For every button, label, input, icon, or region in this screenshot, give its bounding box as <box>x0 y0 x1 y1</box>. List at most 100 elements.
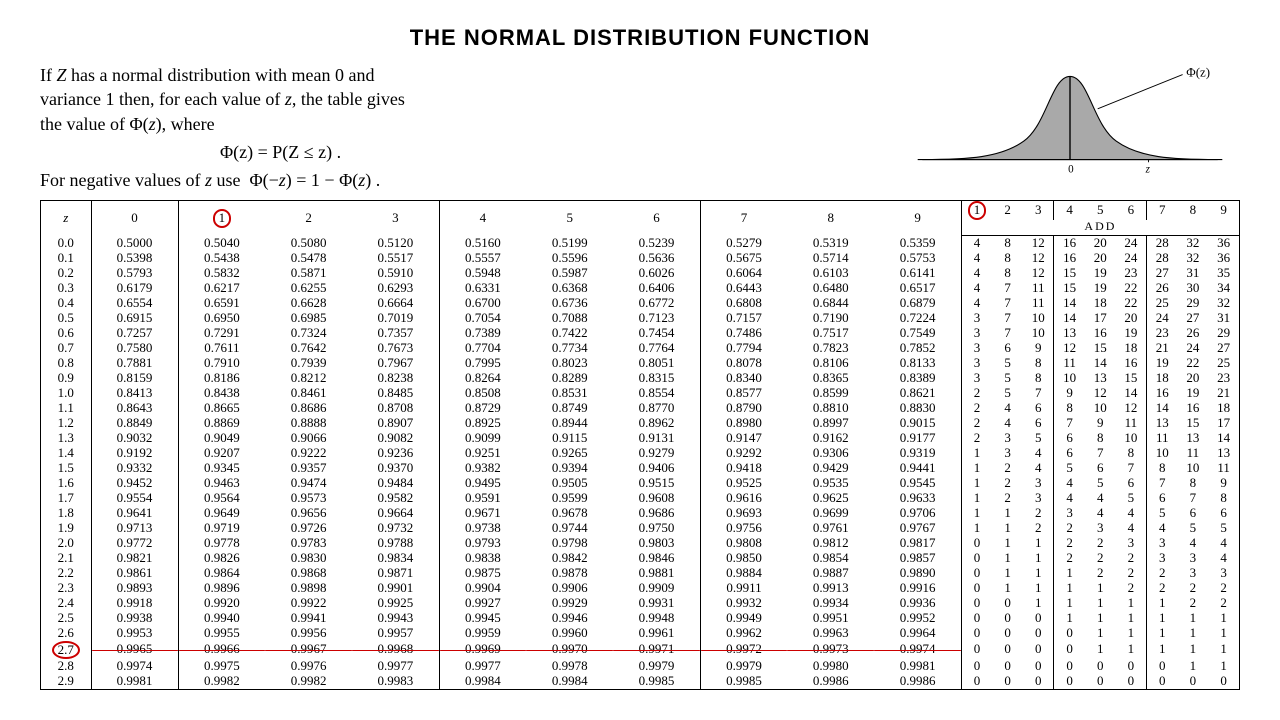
add-cell: 17 <box>1208 416 1239 431</box>
val-cell: 0.9981 <box>874 659 961 674</box>
table-row: 2.90.99810.99820.99820.99830.99840.99840… <box>41 674 1240 690</box>
val-cell: 0.9961 <box>613 626 700 641</box>
val-cell: 0.8238 <box>352 371 439 386</box>
add-cell: 5 <box>1085 476 1116 491</box>
add-cell: 3 <box>992 446 1023 461</box>
val-cell: 0.9082 <box>352 431 439 446</box>
add-cell: 2 <box>1023 521 1054 536</box>
add-cell: 10 <box>1023 326 1054 341</box>
add-cell: 0 <box>961 551 992 566</box>
val-cell: 0.8264 <box>439 371 526 386</box>
val-cell: 0.9890 <box>874 566 961 581</box>
add-cell: 0 <box>992 626 1023 641</box>
val-cell: 0.9649 <box>178 506 265 521</box>
table-row: 2.80.99740.99750.99760.99770.99770.99780… <box>41 659 1240 674</box>
add-cell: 13 <box>1085 371 1116 386</box>
add-cell: 8 <box>1116 446 1147 461</box>
val-cell: 0.9931 <box>613 596 700 611</box>
val-cell: 0.8770 <box>613 401 700 416</box>
val-cell: 0.9943 <box>352 611 439 626</box>
add-cell: 1 <box>961 491 992 506</box>
intro-line2: For negative values of z use Φ(−z) = 1 −… <box>40 168 860 192</box>
add-cell: 8 <box>1054 401 1085 416</box>
val-cell: 0.9953 <box>91 626 178 641</box>
z-cell: 1.9 <box>41 521 92 536</box>
val-cell: 0.8461 <box>265 386 352 401</box>
val-cell: 0.9956 <box>265 626 352 641</box>
add-cell: 1 <box>1085 641 1116 659</box>
add-cell: 0 <box>1177 674 1208 690</box>
val-cell: 0.9982 <box>178 674 265 690</box>
val-cell: 0.6443 <box>700 281 787 296</box>
add-cell: 1 <box>1208 659 1239 674</box>
val-cell: 0.9884 <box>700 566 787 581</box>
col-add-8: 8 <box>1177 201 1208 220</box>
add-cell: 6 <box>1054 446 1085 461</box>
val-cell: 0.7794 <box>700 341 787 356</box>
val-cell: 0.9985 <box>613 674 700 690</box>
val-cell: 0.6844 <box>787 296 874 311</box>
add-cell: 10 <box>1147 446 1178 461</box>
val-cell: 0.9936 <box>874 596 961 611</box>
add-cell: 20 <box>1085 251 1116 266</box>
val-cell: 0.9625 <box>787 491 874 506</box>
val-cell: 0.9656 <box>265 506 352 521</box>
add-cell: 1 <box>992 581 1023 596</box>
z-cell: 1.2 <box>41 416 92 431</box>
val-cell: 0.9115 <box>526 431 613 446</box>
val-cell: 0.9920 <box>178 596 265 611</box>
z-cell: 0.0 <box>41 235 92 251</box>
val-cell: 0.6772 <box>613 296 700 311</box>
col-add-3: 3 <box>1023 201 1054 220</box>
add-cell: 10 <box>1085 401 1116 416</box>
add-cell: 5 <box>992 356 1023 371</box>
add-cell: 5 <box>1054 461 1085 476</box>
add-cell: 1 <box>1208 611 1239 626</box>
table-row: 1.40.91920.92070.92220.92360.92510.92650… <box>41 446 1240 461</box>
add-cell: 3 <box>961 311 992 326</box>
z-cell: 0.5 <box>41 311 92 326</box>
add-cell: 6 <box>1208 506 1239 521</box>
add-cell: 16 <box>1116 356 1147 371</box>
val-cell: 0.9940 <box>178 611 265 626</box>
add-cell: 20 <box>1116 311 1147 326</box>
val-cell: 0.8665 <box>178 401 265 416</box>
val-cell: 0.5040 <box>178 235 265 251</box>
val-cell: 0.5279 <box>700 235 787 251</box>
val-cell: 0.9279 <box>613 446 700 461</box>
add-cell: 3 <box>1177 551 1208 566</box>
add-cell: 12 <box>1023 266 1054 281</box>
val-cell: 0.9099 <box>439 431 526 446</box>
val-cell: 0.9441 <box>874 461 961 476</box>
val-cell: 0.8531 <box>526 386 613 401</box>
table-row: 0.30.61790.62170.62550.62930.63310.63680… <box>41 281 1240 296</box>
add-cell: 1 <box>1085 581 1116 596</box>
add-cell: 1 <box>1208 626 1239 641</box>
val-cell: 0.9345 <box>178 461 265 476</box>
val-cell: 0.7611 <box>178 341 265 356</box>
table-row: 0.90.81590.81860.82120.82380.82640.82890… <box>41 371 1240 386</box>
val-cell: 0.8599 <box>787 386 874 401</box>
add-cell: 27 <box>1147 266 1178 281</box>
val-cell: 0.9292 <box>700 446 787 461</box>
val-cell: 0.7190 <box>787 311 874 326</box>
val-cell: 0.7823 <box>787 341 874 356</box>
add-cell: 18 <box>1147 371 1178 386</box>
val-cell: 0.9207 <box>178 446 265 461</box>
val-cell: 0.8485 <box>352 386 439 401</box>
val-cell: 0.6628 <box>265 296 352 311</box>
val-cell: 0.9962 <box>700 626 787 641</box>
val-cell: 0.9812 <box>787 536 874 551</box>
val-cell: 0.9838 <box>439 551 526 566</box>
val-cell: 0.5832 <box>178 266 265 281</box>
val-cell: 0.9967 <box>265 641 352 659</box>
val-cell: 0.7324 <box>265 326 352 341</box>
add-cell: 15 <box>1085 341 1116 356</box>
val-cell: 0.9960 <box>526 626 613 641</box>
val-cell: 0.7389 <box>439 326 526 341</box>
val-cell: 0.6950 <box>178 311 265 326</box>
add-cell: 2 <box>1085 536 1116 551</box>
val-cell: 0.6293 <box>352 281 439 296</box>
add-cell: 6 <box>1147 491 1178 506</box>
add-cell: 8 <box>992 235 1023 251</box>
